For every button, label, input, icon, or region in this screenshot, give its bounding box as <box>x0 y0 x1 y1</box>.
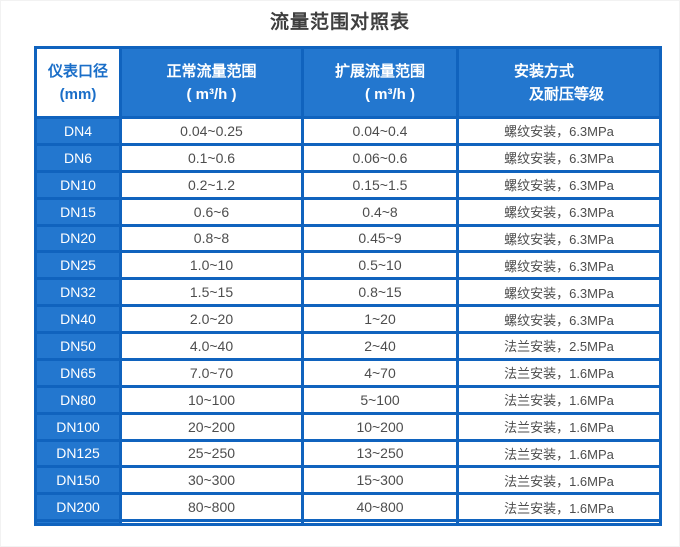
normal-range-cell <box>119 519 304 526</box>
normal-range-cell: 2.0~20 <box>119 304 304 334</box>
table-row: DN200 80~800 40~800 法兰安装，1.6MPa <box>34 492 662 523</box>
table-row: DN25 1.0~10 0.5~10 螺纹安装，6.3MPa <box>34 250 662 281</box>
extended-range-cell: 15~300 <box>301 465 459 496</box>
header-installation: 安装方式 及耐压等级 <box>456 46 662 119</box>
header-extended-line1: 扩展流量范围 <box>334 62 425 80</box>
install-cell: 螺纹安装，6.3MPa <box>456 223 662 254</box>
dn-cell: DN65 <box>34 357 122 388</box>
table-row: DN10 0.2~1.2 0.15~1.5 螺纹安装，6.3MPa <box>34 169 662 200</box>
extended-range-cell: 0.8~15 <box>301 277 459 308</box>
extended-range-cell: 2~40 <box>301 331 459 361</box>
dn-cell: DN80 <box>34 384 122 415</box>
dn-cell: DN6 <box>34 142 122 173</box>
table-row: DN125 25~250 13~250 法兰安装，1.6MPa <box>34 438 662 469</box>
normal-range-cell: 20~200 <box>119 411 304 442</box>
table-row: DN150 30~300 15~300 法兰安装，1.6MPa <box>34 465 662 496</box>
install-cell: 法兰安装，1.6MPa <box>456 492 662 523</box>
dn-cell: DN4 <box>34 116 122 146</box>
install-cell: 法兰安装，1.6MPa <box>456 384 662 415</box>
normal-range-cell: 4.0~40 <box>119 331 304 361</box>
table-row: DN100 20~200 10~200 法兰安装，1.6MPa <box>34 411 662 442</box>
install-cell: 法兰安装，1.6MPa <box>456 411 662 442</box>
table-body: DN4 0.04~0.25 0.04~0.4 螺纹安装，6.3MPa DN6 0… <box>34 116 662 526</box>
table-row: DN4 0.04~0.25 0.04~0.4 螺纹安装，6.3MPa <box>34 116 662 146</box>
dn-cell: DN15 <box>34 196 122 227</box>
dn-cell: DN10 <box>34 169 122 200</box>
normal-range-cell: 0.8~8 <box>119 223 304 254</box>
extended-range-cell: 0.15~1.5 <box>301 169 459 200</box>
dn-cell: DN100 <box>34 411 122 442</box>
dn-cell: DN50 <box>34 331 122 361</box>
dn-cell: DN150 <box>34 465 122 496</box>
extended-range-cell <box>301 519 459 526</box>
normal-range-cell: 7.0~70 <box>119 357 304 388</box>
install-cell <box>456 519 662 526</box>
extended-range-cell: 0.04~0.4 <box>301 116 459 146</box>
install-cell: 法兰安装，1.6MPa <box>456 438 662 469</box>
table-row: DN80 10~100 5~100 法兰安装，1.6MPa <box>34 384 662 415</box>
extended-range-cell: 0.06~0.6 <box>301 142 459 173</box>
install-cell: 法兰安装，2.5MPa <box>456 331 662 361</box>
table-row: DN6 0.1~0.6 0.06~0.6 螺纹安装，6.3MPa <box>34 142 662 173</box>
dn-cell <box>34 519 122 526</box>
header-diameter: 仪表口径 (mm) <box>34 46 122 119</box>
table-row: DN15 0.6~6 0.4~8 螺纹安装，6.3MPa <box>34 196 662 227</box>
normal-range-cell: 10~100 <box>119 384 304 415</box>
header-normal-line1: 正常流量范围 <box>166 62 257 80</box>
header-extended-line2: ( m³/h ) <box>365 85 415 103</box>
install-cell: 螺纹安装，6.3MPa <box>456 142 662 173</box>
table-row <box>34 519 662 526</box>
normal-range-cell: 0.6~6 <box>119 196 304 227</box>
extended-range-cell: 0.4~8 <box>301 196 459 227</box>
install-cell: 螺纹安装，6.3MPa <box>456 116 662 146</box>
install-cell: 法兰安装，1.6MPa <box>456 357 662 388</box>
install-cell: 法兰安装，1.6MPa <box>456 465 662 496</box>
table-row: DN20 0.8~8 0.45~9 螺纹安装，6.3MPa <box>34 223 662 254</box>
header-normal-range: 正常流量范围 ( m³/h ) <box>119 46 304 119</box>
header-diameter-line2: (mm) <box>59 85 97 103</box>
header-row: 仪表口径 (mm) 正常流量范围 ( m³/h ) 扩展流量范围 ( m³/h … <box>34 46 662 119</box>
normal-range-cell: 30~300 <box>119 465 304 496</box>
header-extended-range: 扩展流量范围 ( m³/h ) <box>301 46 459 119</box>
extended-range-cell: 13~250 <box>301 438 459 469</box>
install-cell: 螺纹安装，6.3MPa <box>456 169 662 200</box>
normal-range-cell: 25~250 <box>119 438 304 469</box>
header-normal-line2: ( m³/h ) <box>186 85 237 103</box>
normal-range-cell: 0.2~1.2 <box>119 169 304 200</box>
extended-range-cell: 1~20 <box>301 304 459 334</box>
normal-range-cell: 0.1~0.6 <box>119 142 304 173</box>
header-installation-line2: 及耐压等级 <box>528 85 604 103</box>
extended-range-cell: 0.5~10 <box>301 250 459 281</box>
header-diameter-line1: 仪表口径 <box>47 62 108 80</box>
normal-range-cell: 1.0~10 <box>119 250 304 281</box>
extended-range-cell: 10~200 <box>301 411 459 442</box>
header-installation-line1: 安装方式 <box>513 62 574 80</box>
flow-range-table: 仪表口径 (mm) 正常流量范围 ( m³/h ) 扩展流量范围 ( m³/h … <box>34 46 662 526</box>
normal-range-cell: 1.5~15 <box>119 277 304 308</box>
page-title: 流量范围对照表 <box>269 12 410 33</box>
install-cell: 螺纹安装，6.3MPa <box>456 304 662 334</box>
install-cell: 螺纹安装，6.3MPa <box>456 277 662 308</box>
install-cell: 螺纹安装，6.3MPa <box>456 250 662 281</box>
table-row: DN40 2.0~20 1~20 螺纹安装，6.3MPa <box>34 304 662 334</box>
header-installation-block: 安装方式 及耐压等级 <box>514 60 604 106</box>
dn-cell: DN25 <box>34 250 122 281</box>
dn-cell: DN40 <box>34 304 122 334</box>
dn-cell: DN200 <box>34 492 122 523</box>
normal-range-cell: 80~800 <box>119 492 304 523</box>
dn-cell: DN20 <box>34 223 122 254</box>
table-header: 仪表口径 (mm) 正常流量范围 ( m³/h ) 扩展流量范围 ( m³/h … <box>34 46 662 119</box>
install-cell: 螺纹安装，6.3MPa <box>456 196 662 227</box>
extended-range-cell: 4~70 <box>301 357 459 388</box>
table-row: DN65 7.0~70 4~70 法兰安装，1.6MPa <box>34 357 662 388</box>
extended-range-cell: 0.45~9 <box>301 223 459 254</box>
extended-range-cell: 40~800 <box>301 492 459 523</box>
table-row: DN32 1.5~15 0.8~15 螺纹安装，6.3MPa <box>34 277 662 308</box>
dn-cell: DN32 <box>34 277 122 308</box>
dn-cell: DN125 <box>34 438 122 469</box>
normal-range-cell: 0.04~0.25 <box>119 116 304 146</box>
extended-range-cell: 5~100 <box>301 384 459 415</box>
table-row: DN50 4.0~40 2~40 法兰安装，2.5MPa <box>34 331 662 361</box>
